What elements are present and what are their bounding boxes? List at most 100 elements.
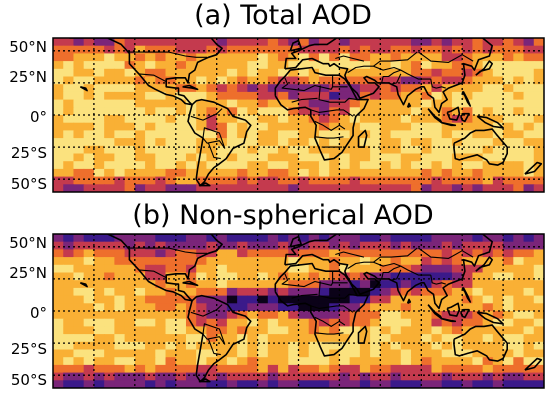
- aod-cell: [472, 349, 484, 358]
- aod-cell: [298, 341, 310, 351]
- aod-cell: [411, 372, 422, 381]
- aod-cell: [462, 145, 473, 155]
- aod-cell: [53, 153, 64, 162]
- aod-cell: [114, 295, 126, 304]
- aod-cell: [134, 280, 146, 289]
- aod-cell: [370, 241, 381, 250]
- aod-cell: [175, 357, 187, 366]
- aod-cell: [278, 61, 289, 70]
- aod-cell: [83, 272, 95, 281]
- aod-cell: [329, 91, 341, 101]
- coastline-path: [381, 69, 431, 84]
- aod-cell: [237, 334, 248, 343]
- aod-cell: [533, 280, 544, 289]
- aod-cell: [267, 287, 279, 297]
- aod-cell: [104, 130, 115, 139]
- aod-cell: [462, 168, 473, 178]
- aod-cell: [503, 303, 514, 312]
- aod-cell: [462, 122, 473, 131]
- aod-cell: [359, 249, 371, 258]
- aod-cell: [175, 45, 187, 54]
- aod-cell: [216, 145, 228, 155]
- aod-cell: [206, 153, 218, 162]
- coastline-path: [318, 281, 358, 299]
- aod-cell: [175, 107, 187, 116]
- aod-cell: [380, 326, 392, 335]
- aod-cell: [349, 145, 361, 155]
- aod-cell: [196, 257, 208, 266]
- aod-cell: [390, 130, 402, 139]
- aod-cell: [492, 168, 504, 178]
- aod-cell: [216, 341, 228, 351]
- aod-cell: [503, 115, 514, 124]
- aod-cell: [359, 184, 371, 192]
- aod-cell: [73, 234, 85, 243]
- aod-cell: [196, 264, 208, 274]
- aod-cell: [175, 184, 187, 192]
- aod-cell: [308, 153, 320, 162]
- aod-cell: [226, 272, 238, 281]
- aod-cell: [83, 372, 95, 381]
- aod-cell: [503, 99, 514, 108]
- aod-cell: [482, 91, 494, 101]
- aod-cell: [503, 372, 514, 381]
- aod-cell: [278, 68, 289, 78]
- aod-cell: [93, 161, 105, 170]
- aod-cell: [267, 311, 279, 320]
- aod-cell: [523, 107, 535, 116]
- aod-cell: [370, 364, 381, 374]
- aod-cell: [155, 264, 167, 274]
- aod-cell: [380, 68, 392, 78]
- aod-cell: [441, 303, 453, 312]
- aod-cell: [411, 257, 422, 266]
- aod-cell: [124, 380, 136, 388]
- aod-cell: [359, 264, 371, 274]
- aod-cell: [451, 326, 463, 335]
- aod-cell: [93, 326, 105, 335]
- aod-cell: [145, 99, 156, 108]
- aod-cell: [451, 184, 463, 192]
- coastline-path: [79, 86, 88, 92]
- aod-cell: [523, 153, 535, 162]
- aod-cell: [298, 45, 310, 54]
- aod-cell: [216, 364, 228, 374]
- aod-cell: [145, 334, 156, 343]
- aod-cell: [53, 107, 64, 116]
- aod-cell: [63, 295, 75, 304]
- aod-cell: [411, 99, 422, 108]
- aod-cell: [492, 53, 504, 62]
- aod-cell: [288, 153, 300, 162]
- aod-cell: [308, 272, 320, 281]
- aod-cell: [492, 99, 504, 108]
- aod-cell: [431, 38, 443, 47]
- aod-cell: [472, 318, 484, 327]
- aod-cell: [267, 84, 279, 93]
- aod-cell: [482, 341, 494, 351]
- aod-cell: [492, 241, 504, 250]
- coastline-path: [418, 51, 474, 63]
- aod-cell: [349, 76, 361, 85]
- aod-cell: [175, 68, 187, 78]
- aod-cell: [93, 107, 105, 116]
- aod-cell: [145, 249, 156, 258]
- aod-cell: [93, 249, 105, 258]
- aod-cell: [73, 176, 85, 185]
- aod-cell: [390, 61, 402, 70]
- aod-cell: [226, 184, 238, 192]
- aod-cell: [482, 272, 494, 281]
- aod-cell: [462, 161, 473, 170]
- aod-cell: [523, 145, 535, 155]
- aod-cell: [114, 115, 126, 124]
- aod-cell: [503, 326, 514, 335]
- aod-cell: [370, 138, 381, 147]
- aod-cell: [503, 145, 514, 155]
- aod-cell: [492, 349, 504, 358]
- aod-cell: [114, 311, 126, 320]
- aod-cell: [237, 280, 248, 289]
- aod-cell: [308, 295, 320, 304]
- aod-cell: [359, 115, 371, 124]
- aod-cell: [278, 326, 289, 335]
- panel-b-lat-label: 0°: [30, 304, 47, 322]
- aod-cell: [206, 257, 218, 266]
- aod-cell: [73, 84, 85, 93]
